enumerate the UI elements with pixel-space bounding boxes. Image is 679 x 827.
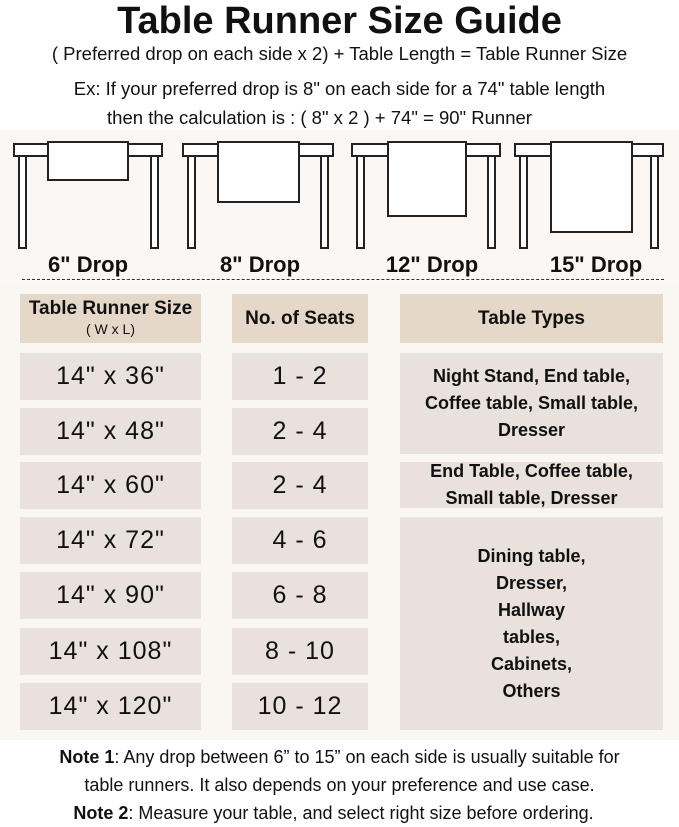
- size-cell: 14" x 90": [20, 572, 201, 619]
- size-cell: 14" x 108": [20, 628, 201, 675]
- types-cell: Night Stand, End table, Coffee table, Sm…: [400, 353, 663, 454]
- divider: [22, 279, 664, 280]
- note-2-text: : Measure your table, and select right s…: [128, 803, 594, 823]
- example-line-2: then the calculation is : ( 8" x 2 ) + 7…: [107, 107, 532, 128]
- seats-cell: 10 - 12: [232, 683, 368, 730]
- types-cell: End Table, Coffee table, Small table, Dr…: [400, 461, 663, 508]
- types-cell: Dining table, Dresser, Hallway tables, C…: [400, 517, 663, 730]
- drop-label-6: 6" Drop: [47, 252, 129, 277]
- drop-label-15: 15" Drop: [549, 252, 643, 277]
- note-2: Note 2: Measure your table, and select r…: [0, 799, 673, 827]
- formula: ( Preferred drop on each side x 2) + Tab…: [51, 43, 628, 64]
- size-cell: 14" x 60": [20, 462, 201, 509]
- size-cell: 14" x 72": [20, 517, 201, 564]
- drop-illustrations: [0, 130, 679, 285]
- seats-cell: 1 - 2: [232, 353, 368, 400]
- example-line-1: Ex: If your preferred drop is 8" on each…: [73, 78, 606, 99]
- seats-cell: 2 - 4: [232, 408, 368, 455]
- size-cell: 14" x 120": [20, 683, 201, 730]
- note-1: Note 1: Any drop between 6” to 15” on ea…: [0, 743, 679, 771]
- header-size-sub: ( W x L): [86, 320, 135, 337]
- page-title: Table Runner Size Guide: [117, 0, 562, 42]
- note-1-label: Note 1: [59, 747, 115, 767]
- header-seats: No. of Seats: [232, 294, 368, 343]
- table-drop-diagram: [13, 141, 664, 249]
- drop-label-12: 12" Drop: [385, 252, 479, 277]
- table-6-drop: [13, 141, 163, 249]
- size-cell: 14" x 48": [20, 408, 201, 455]
- drop-label-8: 8" Drop: [219, 252, 301, 277]
- table-12-drop: [351, 141, 501, 249]
- size-cell: 14" x 36": [20, 353, 201, 400]
- table-8-drop: [182, 141, 334, 249]
- seats-cell: 8 - 10: [232, 628, 368, 675]
- header-types: Table Types: [400, 294, 663, 343]
- header-size-label: Table Runner Size: [28, 297, 193, 319]
- seats-cell: 6 - 8: [232, 572, 368, 619]
- note-1-text: : Any drop between 6” to 15” on each sid…: [114, 747, 620, 767]
- seats-cell: 4 - 6: [232, 517, 368, 564]
- table-15-drop: [514, 141, 664, 249]
- seats-cell: 2 - 4: [232, 462, 368, 509]
- note-1-line-2: table runners. It also depends on your p…: [84, 775, 595, 795]
- note-2-label: Note 2: [73, 803, 129, 823]
- header-size: Table Runner Size ( W x L): [20, 294, 201, 343]
